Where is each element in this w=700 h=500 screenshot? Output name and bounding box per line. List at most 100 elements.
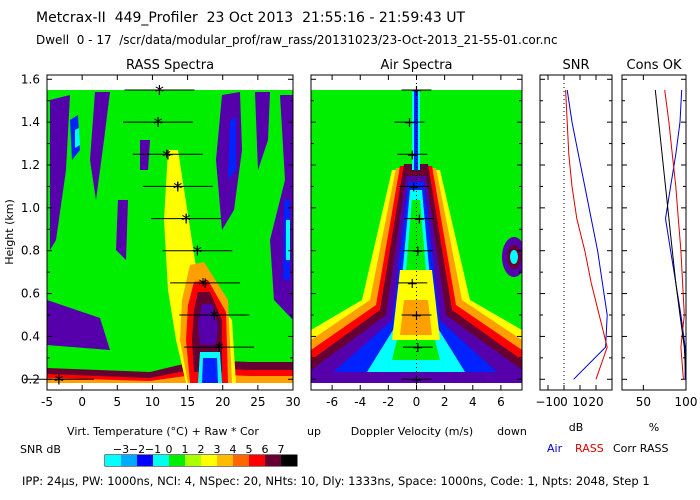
colorbar-cell [105, 455, 121, 466]
air-point: + [413, 212, 425, 228]
legend-item-corr-rass: Corr RASS [613, 442, 668, 455]
x-tick-label: 25 [250, 395, 265, 409]
colorbar-cell [249, 455, 265, 466]
colorbar-cell [121, 455, 137, 466]
cons-panel-title: Cons OK [627, 58, 682, 73]
colorbar-cell [201, 455, 217, 466]
legend-item-air: Air [547, 442, 563, 455]
air-point: + [411, 372, 423, 388]
y-tick-label: 1.4 [21, 115, 40, 129]
heat-purple-region [50, 95, 70, 250]
rass-cor-point: * [210, 307, 219, 328]
x-tick-label: −10 [535, 395, 560, 409]
colorbar-tick-label: 1 [182, 443, 189, 456]
colorbar-cell [265, 455, 281, 466]
heat-purple-region [255, 92, 270, 170]
snr-panel-title: SNR [562, 58, 589, 73]
radar-parameters: IPP: 24µs, PW: 1000ns, NCI: 4, NSpec: 20… [22, 474, 650, 488]
heat-cyan-region [286, 220, 290, 260]
legend-item-rass: RASS [575, 442, 604, 455]
x-tick-label: 2 [441, 395, 449, 409]
x-tick-label: 30 [285, 395, 300, 409]
cons-corr-rass-line [654, 89, 687, 380]
rass-raw-point: + [171, 177, 184, 195]
rass-cor-point: * [162, 146, 171, 167]
colorbar-tick-label: 2 [198, 443, 205, 456]
rass-raw-point: + [213, 338, 226, 356]
colorbar-tick-label: −1 [145, 443, 161, 456]
rass-raw-point: + [152, 113, 165, 131]
x-tick-label: 0 [413, 395, 421, 409]
colorbar-tick-label: 5 [246, 443, 253, 456]
heat-purple-region [140, 140, 150, 170]
snr-rass-line [565, 89, 608, 380]
rass-cor-point: * [193, 243, 202, 264]
rass-cor-point: * [199, 275, 208, 296]
rass-cor-point: * [54, 371, 63, 392]
heat-purple-region [90, 92, 110, 200]
air-point: + [406, 147, 418, 163]
colorbar-tick-label: 6 [262, 443, 269, 456]
rass-cor-point: * [182, 211, 191, 232]
heat-purple-region [116, 200, 128, 260]
air-point: + [408, 179, 420, 195]
colorbar-cell [217, 455, 233, 466]
snr-x-label: dB [569, 421, 584, 434]
heat-plume-purple [198, 304, 218, 345]
rass-cor-point: * [154, 114, 163, 135]
rass-cor-point: * [155, 82, 164, 103]
x-tick-label: 0 [78, 395, 86, 409]
air-panel-title: Air Spectra [380, 58, 452, 73]
air-up-label: up [307, 425, 321, 438]
rass-raw-point: + [180, 210, 193, 228]
colorbar-cell [233, 455, 249, 466]
y-tick-label: 0.4 [21, 329, 40, 343]
heat-plume-layer [400, 300, 432, 335]
rass-raw-point: + [199, 274, 212, 292]
colorbar-cell [153, 455, 169, 466]
air-down-label: down [497, 425, 527, 438]
snr-panel-frame [539, 74, 613, 391]
colorbar-label: SNR dB [20, 443, 61, 456]
x-tick-label: 5 [113, 395, 121, 409]
marks-layer: +*+*+*+*+*+*+*+*+*+*++++++++++ [23, 75, 687, 466]
rass-raw-point: + [162, 145, 175, 163]
y-tick-label: 1.6 [21, 72, 40, 86]
cons-panel-frame [621, 74, 687, 391]
x-tick-label: 100 [675, 395, 698, 409]
air-point: + [412, 244, 424, 260]
rass-raw-point: + [191, 242, 204, 260]
x-tick-label: 10 [572, 395, 587, 409]
air-point: + [406, 276, 418, 292]
colorbar-cell [185, 455, 201, 466]
colorbar-tick-label: −3 [113, 443, 129, 456]
x-tick-label: 50 [636, 395, 651, 409]
figure-title: Metcrax-II 449_Profiler 23 Oct 2013 21:5… [36, 10, 466, 26]
rass-x-label: Virt. Temperature (°C) + Raw * Cor [67, 425, 259, 438]
snr-air-line [566, 89, 608, 380]
x-tick-label: 0 [560, 395, 568, 409]
x-tick-label: 20 [588, 395, 603, 409]
heat-purple-region [47, 300, 110, 350]
rass-panel-frame [46, 74, 294, 391]
y-tick-label: 0.6 [21, 287, 40, 301]
colorbar-tick-label: −2 [129, 443, 145, 456]
rass-raw-point: + [208, 306, 221, 324]
colorbar-tick-label: 7 [278, 443, 285, 456]
x-tick-label: 4 [469, 395, 477, 409]
x-tick-label: -4 [354, 395, 366, 409]
rass-panel-title: RASS Spectra [126, 58, 214, 73]
heat-center-stripe [414, 90, 418, 170]
heat-right-spot [510, 250, 518, 264]
x-tick-label: -2 [382, 395, 394, 409]
dwell-line: Dwell 0 - 17 /scr/data/modular_prof/raw_… [36, 33, 558, 47]
cons-x-label: % [649, 421, 659, 434]
y-tick-label: 0.8 [21, 244, 40, 258]
air-spectra-heatmap [311, 90, 522, 383]
x-tick-label: 15 [180, 395, 195, 409]
x-tick-label: 20 [215, 395, 230, 409]
air-x-label: Doppler Velocity (m/s) [351, 425, 473, 438]
y-tick-label: 1.2 [21, 158, 40, 172]
heat-plume-blue [202, 358, 218, 383]
